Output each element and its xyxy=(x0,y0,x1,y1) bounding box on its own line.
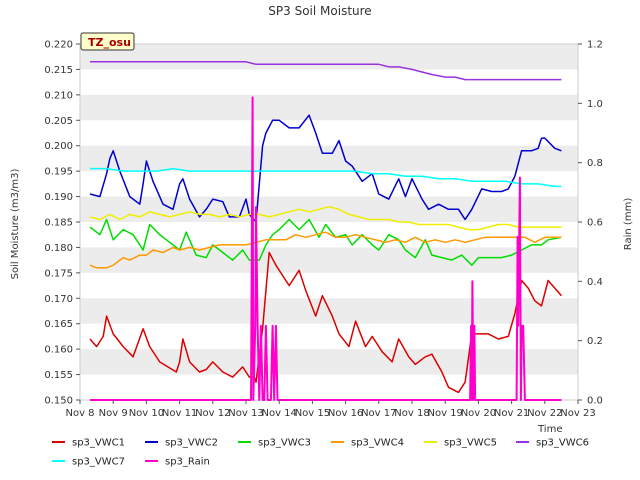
y-tick-label: 0.220 xyxy=(44,40,73,51)
y2-tick-label: 0.4 xyxy=(587,277,603,288)
legend-item-sp3-vwc2: sp3_VWC2 xyxy=(145,438,218,449)
legend-item-sp3-rain: sp3_Rain xyxy=(145,457,210,468)
legend-label: sp3_VWC6 xyxy=(536,438,589,449)
y2-tick-label: 0.2 xyxy=(587,336,603,347)
x-tick-label: Nov 8 xyxy=(65,408,94,419)
x-tick-label: Nov 11 xyxy=(162,408,197,419)
y-tick-label: 0.210 xyxy=(44,90,73,101)
x-tick-label: Nov 14 xyxy=(261,408,296,419)
y-tick-label: 0.195 xyxy=(44,167,73,178)
y-tick-label: 0.165 xyxy=(44,319,73,330)
legend-item-sp3-vwc6: sp3_VWC6 xyxy=(516,438,589,449)
grid-band xyxy=(80,145,578,172)
y-tick-label: 0.200 xyxy=(44,141,73,152)
x-tick-label: Nov 9 xyxy=(99,408,128,419)
x-tick-label: Nov 23 xyxy=(560,408,595,419)
grid-band xyxy=(80,247,578,273)
legend-item-sp3-vwc5: sp3_VWC5 xyxy=(424,438,497,449)
timezone-badge-label: TZ_osu xyxy=(88,36,131,49)
y-axis-title: Soil Moisture (m3/m3) xyxy=(10,169,21,280)
grid-band xyxy=(80,44,578,70)
plot-background-bands xyxy=(80,44,578,400)
legend-label: sp3_Rain xyxy=(165,457,210,468)
legend-label: sp3_VWC2 xyxy=(165,438,218,449)
y-tick-label: 0.190 xyxy=(44,192,73,203)
grid-band xyxy=(80,196,578,222)
y2-tick-label: 0.8 xyxy=(587,158,603,169)
y-tick-label: 0.205 xyxy=(44,116,73,127)
grid-band xyxy=(80,349,578,375)
x-axis-title: Time xyxy=(537,424,562,435)
y2-tick-label: 0.0 xyxy=(587,396,603,407)
x-tick-label: Nov 12 xyxy=(195,408,230,419)
y-tick-label: 0.185 xyxy=(44,218,73,229)
x-tick-label: Nov 16 xyxy=(328,408,363,419)
series-line-sp3-vwc4 xyxy=(89,231,562,269)
legend-item-sp3-vwc7: sp3_VWC7 xyxy=(52,457,125,468)
legend: sp3_VWC1 sp3_VWC2 sp3_VWC3 sp3_VWC4 sp3_VWC5… xyxy=(52,438,589,468)
y-tick-label: 0.155 xyxy=(44,370,73,381)
y-tick-label: 0.175 xyxy=(44,268,73,279)
timezone-badge: TZ_osu xyxy=(80,32,135,51)
x-tick-label: Nov 10 xyxy=(129,408,164,419)
legend-label: sp3_VWC7 xyxy=(72,457,125,468)
legend-label: sp3_VWC5 xyxy=(444,438,497,449)
legend-label: sp3_VWC1 xyxy=(72,438,125,449)
legend-item-sp3-vwc3: sp3_VWC3 xyxy=(238,438,311,449)
x-tick-label: Nov 17 xyxy=(361,408,396,419)
series-line-sp3-vwc7 xyxy=(90,167,562,188)
series-layer xyxy=(89,61,562,401)
series-line-sp3-vwc3 xyxy=(89,218,562,266)
y2-axis-title: Rain (mm) xyxy=(623,198,634,251)
y-axis-ticks: 0.150 0.155 0.160 0.165 0.170 0.175 0.180 0.185… xyxy=(44,40,80,407)
x-tick-label: Nov 18 xyxy=(394,408,429,419)
y-tick-label: 0.170 xyxy=(44,294,73,305)
x-tick-label: Nov 19 xyxy=(427,408,462,419)
y-tick-label: 0.160 xyxy=(44,345,73,356)
series-line-sp3-vwc6 xyxy=(90,61,562,81)
legend-label: sp3_VWC4 xyxy=(351,438,404,449)
x-tick-label: Nov 13 xyxy=(228,408,263,419)
y-tick-label: 0.150 xyxy=(44,396,73,407)
x-tick-label: Nov 21 xyxy=(494,408,529,419)
series-line-sp3-vwc5 xyxy=(89,205,562,231)
y2-tick-label: 1.0 xyxy=(587,99,603,110)
series-line-sp3-vwc1 xyxy=(89,251,562,394)
series-line-sp3-vwc2 xyxy=(89,114,562,223)
chart-title: SP3 Soil Moisture xyxy=(268,4,371,18)
legend-item-sp3-vwc4: sp3_VWC4 xyxy=(331,438,404,449)
y-tick-label: 0.180 xyxy=(44,243,73,254)
grid-band xyxy=(80,94,578,121)
x-tick-label: Nov 20 xyxy=(461,408,496,419)
y2-tick-label: 1.2 xyxy=(587,40,603,51)
x-tick-label: Nov 15 xyxy=(295,408,330,419)
x-tick-label: Nov 22 xyxy=(527,408,562,419)
legend-item-sp3-vwc1: sp3_VWC1 xyxy=(52,438,125,449)
y-tick-label: 0.215 xyxy=(44,65,73,76)
y2-axis-ticks: 0.0 0.2 0.4 0.6 0.8 1.0 1.2 xyxy=(578,40,603,407)
y2-tick-label: 0.6 xyxy=(587,218,603,229)
series-line-sp3-rain xyxy=(90,96,562,401)
legend-label: sp3_VWC3 xyxy=(258,438,311,449)
